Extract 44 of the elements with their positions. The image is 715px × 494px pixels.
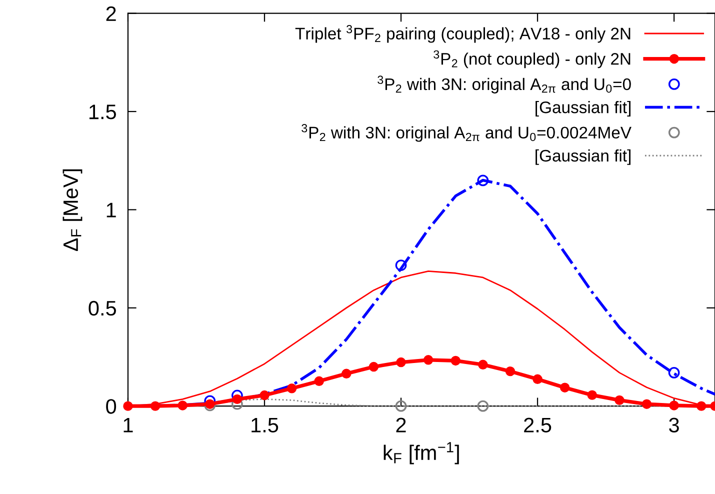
point [395, 400, 407, 412]
point [260, 390, 270, 400]
point [587, 390, 597, 400]
point [395, 260, 407, 271]
legend-label: $^{3}$P$_{2}$ with 3N: original A$_{2π}$ and U$_{0}$=0.0024MeV [302, 124, 632, 142]
x-tick-label: 2 [396, 418, 406, 432]
point [368, 362, 379, 372]
y-tick-label: 0.5 [88, 300, 116, 316]
y-tick-label: 2 [106, 6, 116, 21]
point [477, 174, 489, 186]
point [642, 399, 652, 409]
point [178, 400, 188, 410]
point [232, 394, 242, 404]
point [614, 395, 624, 406]
point [314, 376, 324, 386]
x-tick-label: 1.5 [252, 418, 278, 432]
point [450, 356, 460, 366]
x-tick-label: 1 [124, 418, 133, 432]
legend-label: $^{3}$P$_{2}$ (not coupled) - only 2N [434, 50, 630, 68]
legend-label: Triplet $^{3}$PF$_{2}$ pairing (coupled); AV18 - only 2N [295, 25, 630, 43]
point [150, 401, 160, 411]
point [668, 366, 680, 378]
y-tick-label: 1 [106, 202, 116, 218]
y-tick-label: 1.5 [90, 104, 116, 120]
legend-label: [Gaussian fit] [536, 101, 630, 117]
x-tick-label: 2.5 [524, 418, 552, 432]
point [696, 401, 706, 411]
legend-label: $^{3}$P$_{2}$ with 3N: original A$_{2π}$ and U$_{0}$=0 [378, 76, 631, 94]
point [560, 382, 570, 392]
x-tick-label: 3 [669, 418, 679, 432]
point [532, 374, 542, 384]
point [505, 366, 516, 376]
point [205, 399, 215, 409]
point [478, 360, 488, 370]
y-axis-title: Δ$_{F}$ [MeV] [62, 169, 82, 252]
y-tick-label: 0 [106, 399, 116, 414]
point [477, 400, 489, 412]
point [669, 400, 679, 410]
point [423, 355, 434, 365]
point [396, 357, 406, 368]
x-axis-title: k$_{F}$ [fm$^{−1}$] [384, 442, 459, 464]
point [342, 368, 352, 379]
legend-label: [Gaussian fit] [536, 149, 630, 165]
point [286, 384, 297, 394]
